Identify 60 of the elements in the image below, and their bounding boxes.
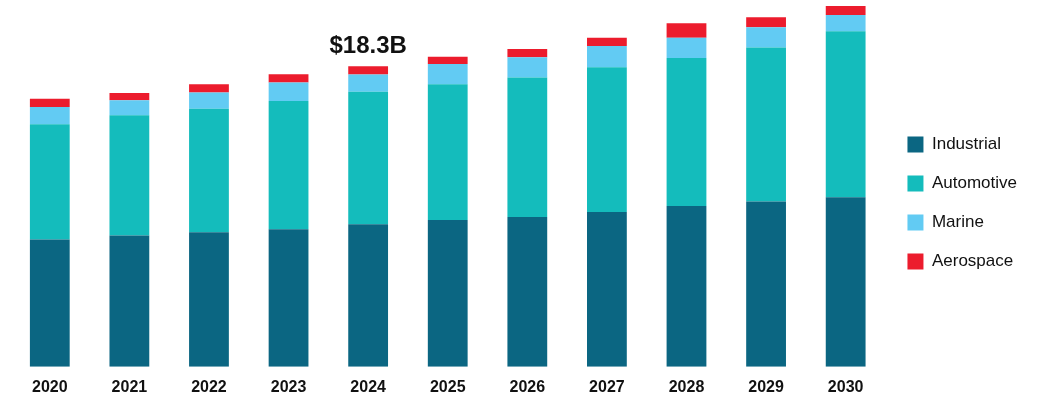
bar — [666, 37, 707, 58]
x-tick-label: 2023 — [270, 377, 307, 395]
x-tick-label: 2026 — [509, 377, 546, 395]
legend-label: Industrial — [931, 134, 1001, 154]
x-tick-label: 2020 — [32, 377, 68, 395]
bar — [109, 115, 150, 236]
x-tick-label: 2021 — [111, 377, 148, 395]
bar — [268, 229, 309, 367]
bar — [189, 232, 229, 367]
bar — [29, 124, 70, 240]
bar — [746, 27, 786, 48]
bar — [268, 100, 309, 230]
legend-label: Aerospace — [931, 251, 1014, 271]
bar — [746, 17, 786, 28]
bar — [825, 197, 866, 367]
annotation: $18.3B — [329, 30, 407, 58]
bar — [189, 84, 229, 93]
bar — [427, 219, 468, 367]
x-tick-label: 2024 — [350, 377, 387, 395]
bar — [29, 239, 70, 367]
legend-label: Marine — [931, 212, 984, 232]
bar — [348, 91, 389, 225]
bar — [348, 66, 389, 75]
bar — [666, 205, 707, 367]
bar — [507, 77, 548, 218]
x-tick-label: 2027 — [589, 377, 625, 395]
x-tick-label: 2030 — [827, 377, 864, 395]
bar — [427, 64, 468, 85]
x-tick-label: 2028 — [668, 377, 705, 395]
bar — [587, 46, 627, 68]
bar — [825, 15, 866, 32]
bar — [268, 82, 309, 101]
bar — [587, 37, 627, 47]
bar — [29, 98, 70, 108]
bar — [268, 74, 309, 83]
bar — [746, 47, 786, 202]
x-tick-label: 2025 — [429, 377, 466, 395]
bar — [746, 201, 786, 367]
bar — [507, 217, 548, 367]
bar — [825, 31, 866, 198]
bar — [427, 56, 468, 65]
bar — [427, 84, 468, 220]
bar — [189, 92, 229, 109]
x-tick-label: 2029 — [748, 377, 784, 395]
bar — [825, 6, 866, 16]
bar — [666, 57, 707, 206]
bar — [29, 107, 70, 125]
bar — [507, 48, 548, 58]
bar — [109, 92, 150, 101]
bar — [348, 224, 389, 367]
bar — [587, 212, 627, 367]
bar — [587, 67, 627, 213]
bar — [189, 108, 229, 233]
bar — [348, 74, 389, 92]
bar — [507, 57, 548, 78]
x-tick-label: 2022 — [191, 377, 227, 395]
bar — [109, 235, 150, 367]
bar — [666, 23, 707, 38]
legend-label: Automotive — [931, 173, 1018, 193]
bar — [109, 100, 150, 116]
